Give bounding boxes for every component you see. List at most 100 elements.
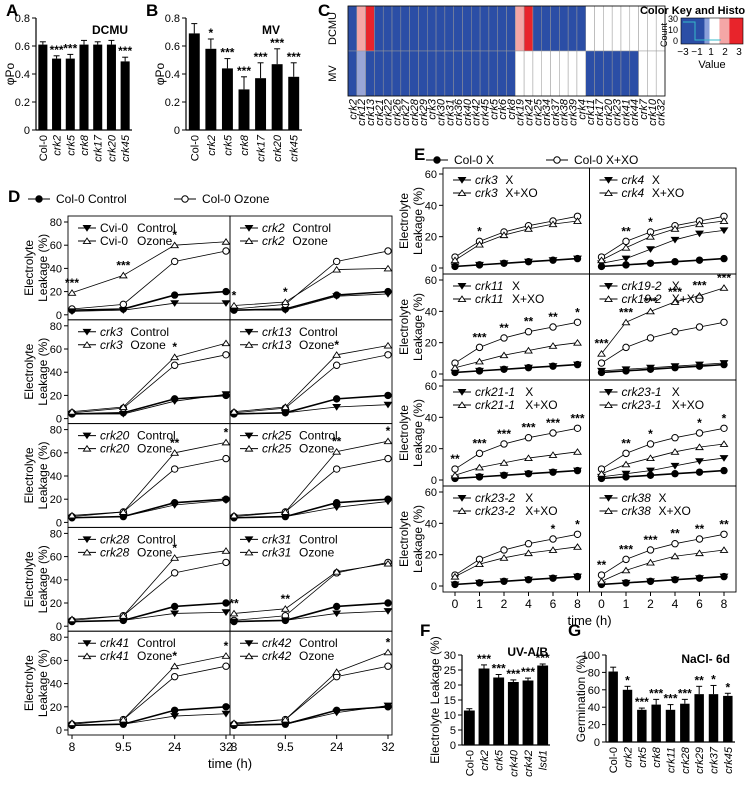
heatmap-column-label: crk20 xyxy=(603,98,615,126)
mini-legend-mutant: crk2 xyxy=(262,234,285,248)
heatmap-column-label: crk37 xyxy=(550,98,562,126)
x-category-label: crk20 xyxy=(106,134,118,162)
significance-stars: ** xyxy=(332,435,342,449)
significance-stars: ** xyxy=(670,527,680,541)
heatmap-cell xyxy=(523,50,534,97)
heatmap-cell xyxy=(391,5,402,52)
series-line-rc xyxy=(601,363,725,374)
mutant-control-marker xyxy=(383,702,393,710)
mutant-treated-marker xyxy=(646,558,655,566)
mutant-treated-marker xyxy=(280,298,290,306)
bar xyxy=(255,78,267,130)
mutant-treated-marker xyxy=(280,508,290,515)
mutant-treated-marker xyxy=(229,511,239,519)
subpanel-frame xyxy=(442,379,590,487)
reference-treated-marker xyxy=(573,424,582,432)
series-line-mt xyxy=(71,550,227,620)
mutant-control-marker xyxy=(457,495,467,502)
x-tick-label: 6 xyxy=(550,597,557,611)
reference-treated-marker xyxy=(671,434,679,442)
significance-stars: * xyxy=(224,425,229,439)
series-line-rc xyxy=(71,706,227,727)
y-tick-label: 0.8 xyxy=(165,13,180,25)
x-tick-label: 2 xyxy=(647,597,654,611)
bar xyxy=(463,710,475,745)
mutant-control-marker xyxy=(548,575,558,582)
panel-d-ozone-line-charts: D Col-0 Control Col-0 Ozone020406080******… xyxy=(8,187,395,771)
x-category-label: crk17 xyxy=(256,134,268,162)
mini-legend-mutant: Cvi-0 xyxy=(100,221,128,235)
mini-legend-mutant: crk28 xyxy=(100,545,130,559)
significance-stars: * xyxy=(283,285,288,299)
panel-letter: A xyxy=(6,1,18,20)
significance-stars: * xyxy=(551,522,556,536)
significance-stars: * xyxy=(334,338,339,352)
reference-treated-marker xyxy=(384,247,392,255)
mutant-control-marker xyxy=(221,300,231,307)
reference-control-marker xyxy=(720,254,728,263)
panel-letter: E xyxy=(414,145,425,164)
y-axis-label-line2: Leakage (%) xyxy=(36,338,50,406)
mini-legend-mutant: crk3 xyxy=(100,338,123,352)
mini-legend-mutant: crk4 xyxy=(622,173,645,187)
y-tick-label: 40 xyxy=(425,306,437,318)
heatmap-cell xyxy=(453,5,463,52)
reference-treated-marker xyxy=(222,662,230,670)
mutant-control-marker xyxy=(695,361,704,369)
y-axis-label: φPo xyxy=(153,62,167,85)
mutant-treated-marker xyxy=(621,460,631,468)
bar xyxy=(120,61,130,130)
mutant-treated-marker xyxy=(82,444,92,452)
y-tick-label: 30 xyxy=(444,650,456,662)
mutant-treated-marker xyxy=(475,357,484,365)
reference-treated-marker xyxy=(573,318,582,326)
significance-stars: * xyxy=(575,517,580,531)
series-line-mt xyxy=(71,342,227,413)
y-axis-label-line2: Leakage (%) xyxy=(36,649,50,717)
series-line-mt xyxy=(71,441,227,516)
reference-treated-marker xyxy=(332,257,341,266)
series-line-rt xyxy=(601,427,725,470)
mutant-treated-marker xyxy=(67,289,77,296)
bar xyxy=(537,665,549,745)
color-key-title: Color Key and Histogram xyxy=(640,5,745,17)
heatmap-cell xyxy=(532,5,542,52)
y-tick-label: 100 xyxy=(582,650,600,662)
heatmap-cell xyxy=(374,50,384,97)
heatmap-column-label: crk39 xyxy=(568,99,580,126)
heatmap-column-label: crk8 xyxy=(506,98,518,120)
panel-letter: G xyxy=(568,621,581,640)
mutant-treated-marker xyxy=(457,507,467,514)
y-tick-label: 0 xyxy=(431,369,437,381)
heatmap-cell xyxy=(506,5,516,52)
y-axis-label-line2: Leakage (%) xyxy=(36,441,50,509)
heatmap-cell xyxy=(462,5,472,52)
series-line-mt xyxy=(71,655,227,724)
panel-letter: C xyxy=(318,1,330,20)
mutant-control-marker xyxy=(450,263,460,271)
heatmap-cell xyxy=(523,5,534,52)
bar xyxy=(188,33,200,130)
y-tick-label: 0 xyxy=(56,621,62,633)
y-axis-label: Germination (%) xyxy=(574,655,588,742)
mini-legend-mutant: crk25 xyxy=(262,429,292,443)
heatmap-column-label: crk23 xyxy=(612,98,624,126)
reference-treated-marker xyxy=(170,257,179,266)
mutant-control-marker xyxy=(118,307,128,314)
mutant-treated-marker xyxy=(597,470,606,477)
bar xyxy=(79,44,89,130)
mutant-control-marker xyxy=(719,573,729,581)
mutant-control-marker xyxy=(475,473,484,481)
significance-stars: *** xyxy=(472,436,486,450)
significance-stars: *** xyxy=(270,36,284,50)
mini-legend-condition: Ozone xyxy=(299,649,335,663)
mini-legend-mutant: crk3 xyxy=(475,173,498,187)
series-line-rt xyxy=(601,215,725,258)
significance-stars: *** xyxy=(570,411,584,425)
mutant-control-marker xyxy=(475,579,484,587)
y-tick-label: 60 xyxy=(425,275,437,287)
heatmap-column-label: crk17 xyxy=(594,98,606,126)
x-category-label: crk11 xyxy=(666,747,678,773)
